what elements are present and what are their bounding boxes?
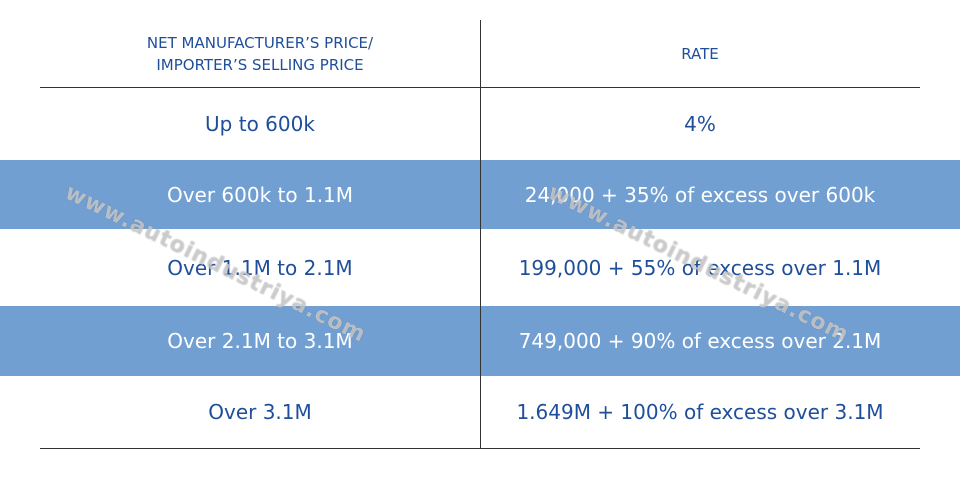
header-cell: RATE: [480, 20, 920, 87]
table-cell: Over 3.1M: [208, 400, 312, 424]
table-cell: 199,000 + 55% of excess over 1.1M: [518, 255, 882, 280]
header-line: IMPORTER’S SELLING PRICE: [156, 55, 364, 74]
table-cell: Over 600k to 1.1M: [166, 182, 354, 207]
table-cell: 749,000 + 90% of excess over 2.1M: [518, 329, 882, 353]
header-line: RATE: [681, 44, 719, 63]
table-cell: 4%: [684, 111, 716, 136]
table-cell: 1.649M + 100% of excess over 3.1M: [516, 400, 884, 424]
header-line: NET MANUFACTURER’S PRICE/: [146, 33, 374, 52]
column-divider: [480, 20, 481, 448]
table-cell: Over 1.1M to 2.1M: [167, 255, 353, 280]
table-cell: Up to 600k: [205, 111, 315, 136]
header-cell: NET MANUFACTURER’S PRICE/IMPORTER’S SELL…: [40, 20, 480, 87]
table-cell: Over 2.1M to 3.1M: [167, 329, 353, 353]
bottom-rule: [40, 448, 920, 449]
table-cell: 24,000 + 35% of excess over 600k: [524, 182, 876, 207]
